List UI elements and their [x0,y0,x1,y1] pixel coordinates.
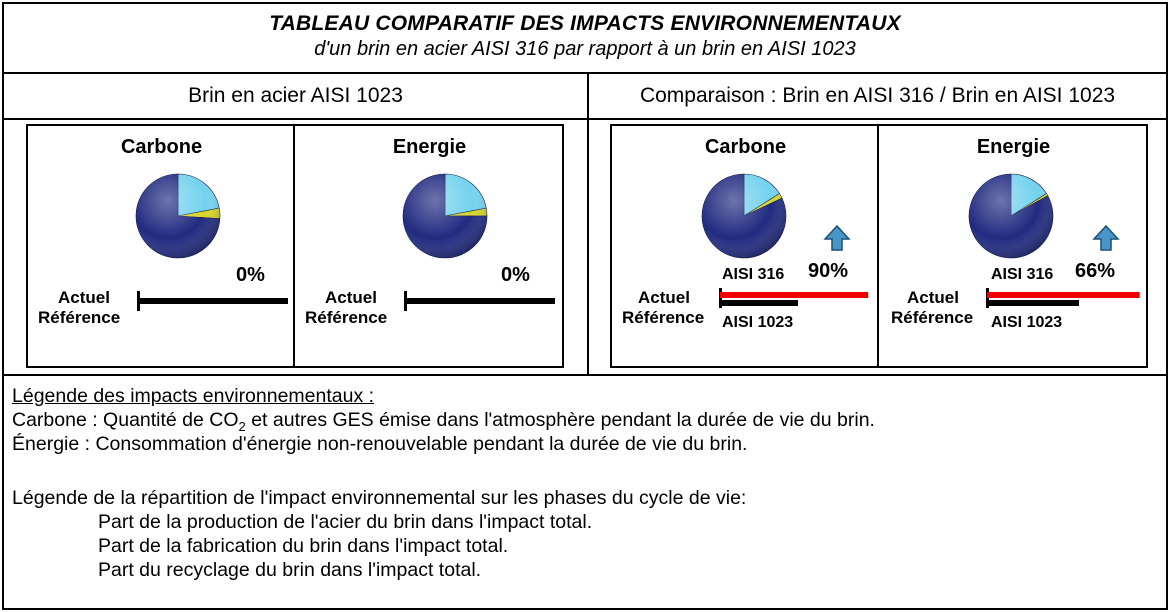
chart-energie-reference-graphic [402,173,555,311]
reference-label: Référence [305,308,388,327]
pie-shading [403,174,487,258]
legend-production: Part de la production de l'acier du brin… [98,511,593,533]
chart-carbone-reference-graphic [135,173,288,311]
arrow-up-icon [823,224,851,251]
actuel-label: Actuel [58,288,110,307]
legend: Légende des impacts environnementaux : C… [4,374,1166,610]
legend-carbone: Carbone : Quantité de CO2 et autres GES … [12,409,875,434]
pie-shading [969,174,1053,258]
reference-label: Référence [38,308,121,327]
chart-carbone-comparison-graphic [701,173,869,308]
table-title: TABLEAU COMPARATIF DES IMPACTS ENVIRONNE… [269,12,901,35]
legend-phases-title: Légende de la répartition de l'impact en… [12,487,747,509]
legend-fabrication: Part de la fabrication du brin dans l'im… [98,535,509,557]
material-actuel-label: AISI 316 [722,266,785,283]
material-reference-label: AISI 1023 [722,314,794,331]
reference-label: Référence [891,308,974,327]
chart-title: Energie [392,136,467,158]
reference-bar [138,298,288,304]
chart-carbone-comparison: Carbone 90% AISI 316 AISI 1023 Actuel Ré… [612,126,879,366]
chart-title: Carbone [120,136,203,158]
change-percent: 0% [501,264,530,286]
material-reference-label: AISI 1023 [991,314,1063,331]
chart-title: Carbone [704,136,787,158]
column-header-reference: Brin en acier AISI 1023 [188,84,403,107]
arrow-up-icon [1092,224,1120,251]
chart-energie-comparison-graphic [968,173,1140,308]
panel-comparison: Carbone 90% AISI 316 AISI 1023 Actuel Ré… [610,124,1148,368]
chart-energie-comparison: Energie 66% AISI 316 AISI 1023 Actuel Ré… [881,126,1146,366]
reference-bar [987,300,1079,306]
pie-shading [702,174,786,258]
material-actuel-label: AISI 316 [991,266,1054,283]
column-divider [587,74,589,374]
actuel-bar [720,292,869,298]
pie-shading [136,174,220,258]
chart-carbone-reference: Carbone 0% Actuel Référence [28,126,295,366]
reference-bar [405,298,555,304]
actuel-label: Actuel [907,288,959,307]
actuel-label: Actuel [325,288,377,307]
actuel-bar [987,292,1140,298]
change-percent: 66% [1075,260,1116,282]
reference-label: Référence [622,308,705,327]
chart-energie-reference: Energie 0% Actuel Référence [297,126,562,366]
legend-energie: Énergie : Consommation d'énergie non-ren… [12,433,748,455]
legend-impacts-title: Légende des impacts environnementaux : [12,385,375,407]
change-percent: 0% [236,264,265,286]
table-header: TABLEAU COMPARATIF DES IMPACTS ENVIRONNE… [4,4,1166,74]
actuel-label: Actuel [638,288,690,307]
change-percent: 90% [808,260,849,282]
chart-title: Energie [976,136,1051,158]
panel-reference: Carbone 0% Actuel Référence Energie 0% A… [26,124,564,368]
column-header-comparison: Comparaison : Brin en AISI 316 / Brin en… [639,84,1116,107]
reference-bar [720,300,798,306]
legend-recyclage: Part du recyclage du brin dans l'impact … [98,559,482,581]
table-subtitle: d'un brin en acier AISI 316 par rapport … [314,38,856,60]
column-headers: Brin en acier AISI 1023 Comparaison : Br… [4,74,1166,120]
